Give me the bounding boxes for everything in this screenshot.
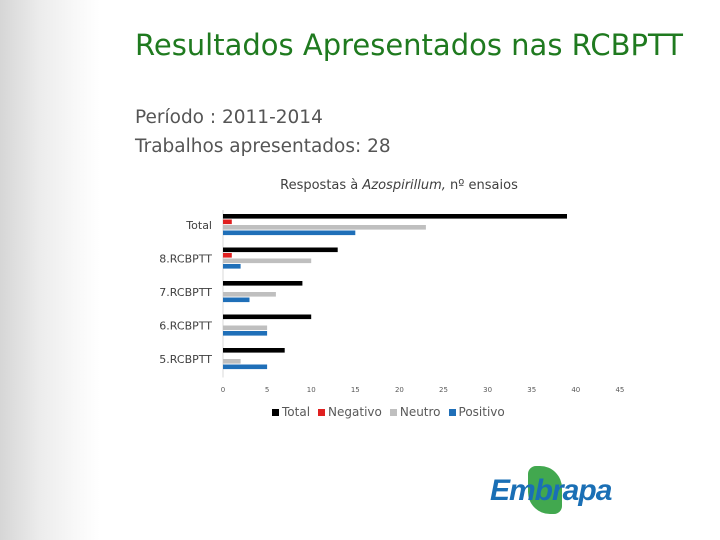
bar-neutro-8rcbptt [223, 258, 312, 264]
bar-total-5rcbptt [223, 348, 285, 353]
legend-label: Positivo [458, 405, 505, 419]
logo-wordmark: Embrapa [490, 474, 612, 507]
x-tick-label: 0 [221, 386, 225, 394]
x-tick-label: 10 [307, 386, 316, 394]
chart-title-italic: Azospirillum, [362, 178, 446, 193]
x-tick-label: 25 [439, 386, 448, 394]
bar-total-total [223, 214, 567, 219]
bar-positivo-total [223, 230, 356, 236]
bar-negativo-total [223, 219, 232, 225]
legend-label: Neutro [399, 405, 441, 419]
legend-item-neutro: Neutro [389, 405, 441, 419]
legend-label: Total [282, 405, 311, 419]
period-text: Período : 2011-2014 [135, 107, 323, 128]
legend-swatch [318, 408, 326, 416]
legend-label: Negativo [328, 405, 382, 419]
embrapa-logo: Embrapa [488, 466, 618, 516]
legend-swatch [448, 408, 456, 416]
category-label: Total [185, 219, 212, 232]
x-tick-label: 20 [395, 386, 404, 394]
legend-item-negativo: Negativo [318, 405, 382, 419]
legend-swatch [272, 408, 279, 416]
bar-positivo-7rcbptt [223, 297, 250, 303]
bar-positivo-8rcbptt [223, 264, 241, 269]
category-label: 7.RCBPTT [159, 286, 212, 299]
bar-negativo-8rcbptt [223, 253, 232, 258]
bar-total-7rcbptt [223, 281, 303, 286]
legend-item-positivo: Positivo [448, 405, 505, 419]
chart-title: Respostas à Azospirillum, nº ensaios [200, 178, 598, 193]
x-tick-label: 5 [265, 386, 269, 394]
x-tick-label: 45 [615, 386, 624, 394]
x-tick-label: 15 [351, 386, 360, 394]
decorative-side-band [0, 0, 100, 540]
category-label: 8.RCBPTT [159, 253, 212, 266]
legend-swatch [389, 408, 397, 416]
x-tick-label: 40 [571, 386, 580, 394]
chart-title-suffix: nº ensaios [445, 178, 518, 193]
bar-total-6rcbptt [223, 314, 312, 320]
category-label: 6.RCBPTT [159, 320, 212, 333]
bar-neutro-total [223, 225, 426, 230]
works-count-text: Trabalhos apresentados: 28 [135, 136, 391, 157]
slide-title: Resultados Apresentados nas RCBPTT [135, 28, 683, 62]
bar-neutro-7rcbptt [223, 292, 276, 297]
bar-positivo-5rcbptt [223, 364, 268, 370]
bar-neutro-6rcbptt [223, 325, 268, 331]
bar-positivo-6rcbptt [223, 331, 268, 336]
bar-total-8rcbptt [223, 247, 338, 253]
bar-neutro-5rcbptt [223, 359, 241, 364]
legend-item-total: Total [272, 405, 310, 419]
chart-legend: Total Negativo Neutro Positivo [272, 405, 513, 419]
category-label: 5.RCBPTT [159, 353, 212, 366]
chart-title-prefix: Respostas à [280, 178, 363, 193]
x-tick-label: 30 [483, 386, 492, 394]
x-tick-label: 35 [527, 386, 536, 394]
